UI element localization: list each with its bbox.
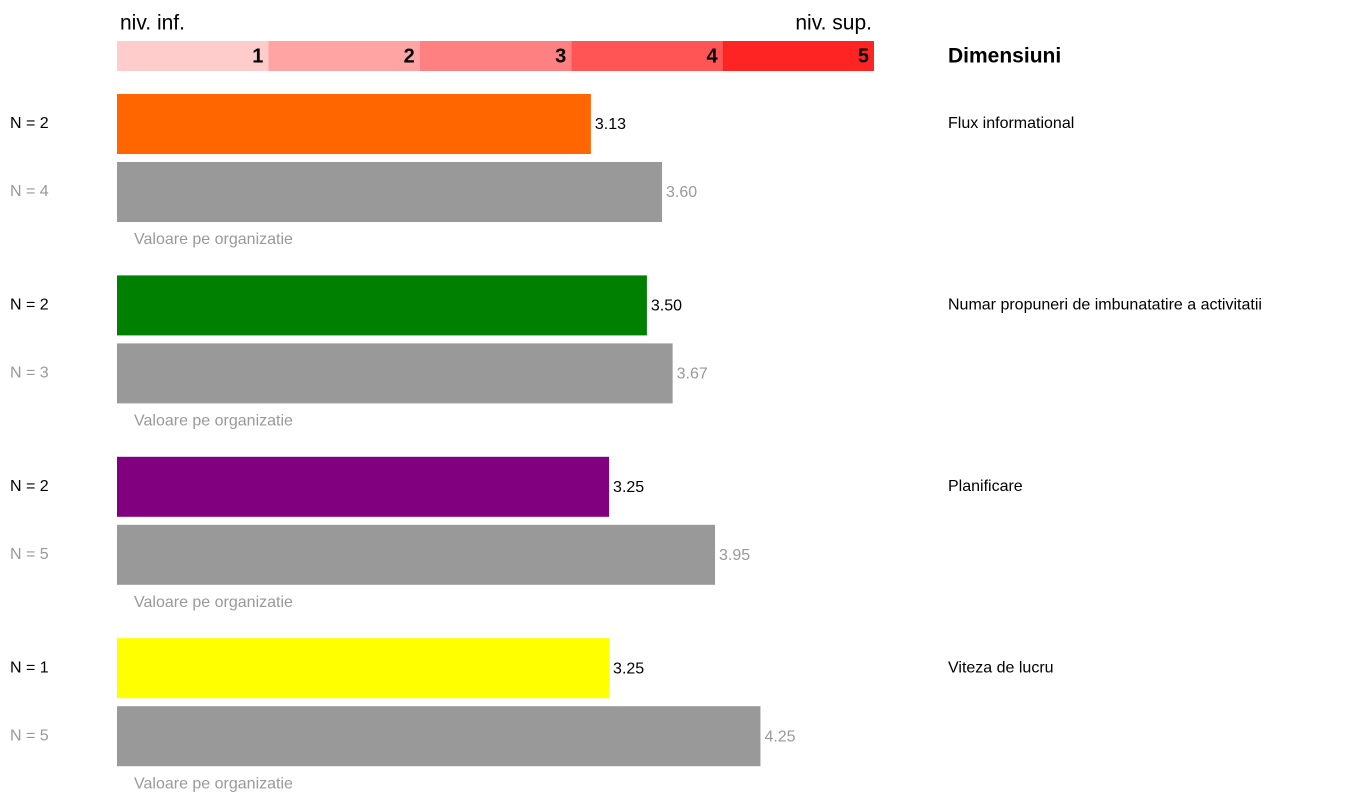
n-label: N = 1 [10, 659, 49, 676]
scale-level-label: 3 [555, 45, 566, 67]
org-bar [117, 706, 761, 767]
n-label: N = 2 [10, 115, 49, 132]
org-n-label: N = 3 [10, 365, 49, 382]
org-value-label: 3.60 [666, 184, 697, 201]
bar [117, 275, 647, 336]
bar [117, 94, 591, 154]
org-bar [117, 162, 663, 222]
scale-segment [571, 41, 723, 71]
scale-high-label: niv. sup. [795, 12, 872, 35]
scale-level-label: 1 [252, 45, 263, 67]
value-label: 3.13 [595, 116, 626, 133]
dimension-name: Numar propuneri de imbunatatire a activi… [948, 297, 1262, 314]
bar [117, 638, 610, 699]
n-label: N = 2 [10, 478, 49, 495]
scale-level-label: 4 [706, 45, 718, 67]
scale-segment [722, 41, 874, 71]
dimension-name: Planificare [948, 478, 1023, 495]
dimension-name: Viteza de lucru [948, 659, 1054, 676]
value-label: 3.25 [613, 660, 644, 677]
dimension-name: Flux informational [948, 115, 1074, 132]
org-n-label: N = 4 [10, 183, 49, 200]
org-caption: Valoare pe organizatie [134, 594, 293, 611]
org-caption: Valoare pe organizatie [134, 775, 293, 792]
scale-segment [268, 41, 420, 71]
legend-title: Dimensiuni [948, 45, 1061, 68]
n-label: N = 2 [10, 297, 49, 314]
value-label: 3.25 [613, 479, 644, 496]
org-bar [117, 343, 673, 404]
scale-level-label: 2 [404, 45, 415, 67]
org-bar [117, 524, 716, 585]
scale-low-label: niv. inf. [120, 12, 185, 35]
org-caption: Valoare pe organizatie [134, 413, 293, 430]
scale-level-label: 5 [858, 45, 869, 67]
org-value-label: 3.67 [677, 366, 708, 383]
org-n-label: N = 5 [10, 546, 49, 563]
org-n-label: N = 5 [10, 727, 49, 744]
org-value-label: 3.95 [719, 547, 750, 564]
scale-segment [419, 41, 572, 71]
bar [117, 456, 610, 517]
scale-segment [117, 41, 269, 71]
org-caption: Valoare pe organizatie [134, 231, 293, 248]
org-value-label: 4.25 [764, 728, 795, 745]
value-label: 3.50 [651, 298, 682, 315]
